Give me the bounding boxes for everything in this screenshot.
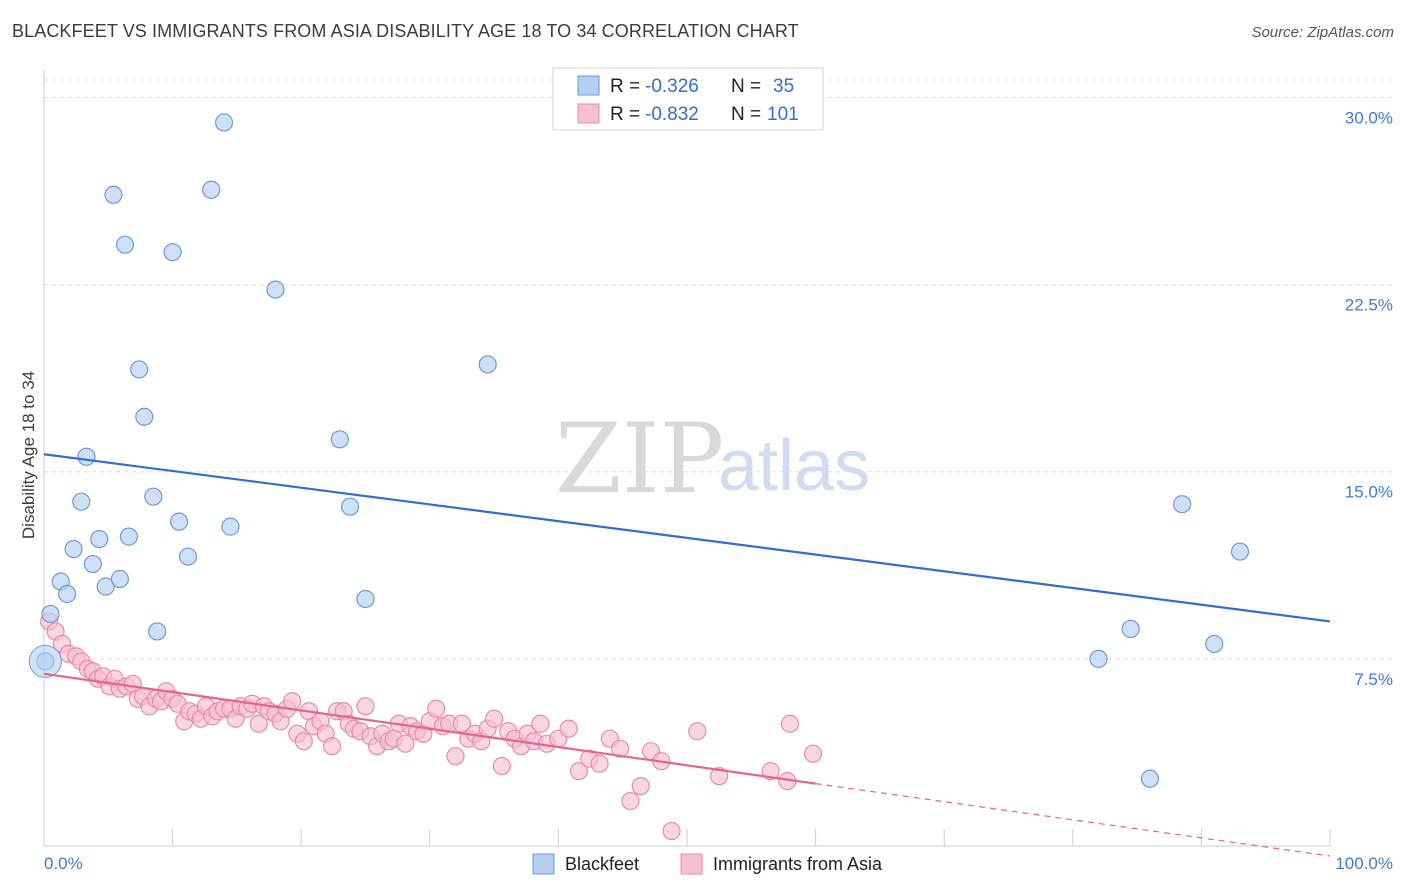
series-immigrants-from-asia bbox=[40, 612, 823, 841]
bottom-legend-swatch-asia bbox=[680, 853, 703, 875]
data-point bbox=[294, 732, 313, 751]
data-point bbox=[148, 622, 167, 641]
data-point bbox=[322, 737, 342, 756]
data-point bbox=[485, 709, 504, 728]
data-point bbox=[221, 517, 240, 536]
data-point bbox=[356, 589, 375, 609]
series-blackfeet bbox=[28, 113, 1250, 788]
data-point bbox=[119, 527, 138, 546]
data-point bbox=[761, 762, 780, 781]
y-tick-label: 22.5% bbox=[1345, 296, 1393, 315]
chart-title: BLACKFEET VS IMMIGRANTS FROM ASIA DISABI… bbox=[12, 21, 799, 41]
data-point bbox=[169, 512, 189, 531]
data-point bbox=[356, 697, 375, 716]
legend-r-value-asia: -0.832 bbox=[645, 104, 699, 125]
legend-n-label-blackfeet: N = bbox=[731, 76, 761, 97]
data-point bbox=[478, 355, 497, 374]
data-point bbox=[1089, 649, 1108, 668]
data-point bbox=[130, 360, 149, 379]
data-point bbox=[1121, 619, 1140, 639]
y-gridlines bbox=[44, 79, 1392, 660]
data-point bbox=[559, 719, 578, 738]
trend-line-asia-extension bbox=[815, 783, 1331, 857]
x-tick-label-max: 100.0% bbox=[1335, 854, 1393, 873]
watermark-atlas: atlas bbox=[718, 426, 870, 506]
legend-swatch-asia bbox=[577, 103, 600, 124]
data-point bbox=[144, 487, 163, 506]
data-point bbox=[77, 447, 96, 466]
legend-n-label-asia: N = bbox=[731, 104, 761, 125]
x-tick-label-min: 0.0% bbox=[44, 854, 83, 873]
trend-lines bbox=[43, 453, 1331, 857]
data-point bbox=[214, 113, 234, 132]
legend-swatch-blackfeet bbox=[577, 75, 600, 96]
legend-r-label-asia: R = bbox=[610, 104, 640, 125]
series-legend: Blackfeet Immigrants from Asia bbox=[532, 853, 883, 875]
data-point bbox=[83, 554, 102, 574]
data-point bbox=[446, 747, 465, 766]
data-point bbox=[64, 539, 83, 559]
data-point bbox=[688, 722, 707, 741]
stats-legend: R = -0.326 N = 35 R = -0.832 N = 101 bbox=[552, 67, 824, 131]
data-point bbox=[41, 604, 60, 624]
data-point bbox=[249, 714, 268, 733]
data-point bbox=[569, 762, 589, 781]
data-point bbox=[96, 577, 115, 596]
legend-r-value-blackfeet: -0.326 bbox=[645, 76, 699, 97]
data-point bbox=[492, 757, 511, 776]
y-tick-label: 15.0% bbox=[1345, 483, 1393, 502]
y-axis-title: Disability Age 18 to 34 bbox=[19, 371, 38, 539]
bottom-legend-label-blackfeet: Blackfeet bbox=[565, 854, 639, 874]
y-tick-label: 30.0% bbox=[1345, 108, 1393, 127]
data-point bbox=[621, 791, 640, 811]
data-point bbox=[803, 744, 823, 763]
x-axis-ticks bbox=[43, 829, 1331, 846]
data-point bbox=[590, 754, 609, 773]
data-point bbox=[1205, 634, 1224, 653]
y-tick-label: 7.5% bbox=[1354, 670, 1393, 689]
data-point bbox=[110, 569, 129, 589]
watermark-zip: ZIP bbox=[555, 403, 724, 515]
bottom-legend-swatch-blackfeet bbox=[532, 853, 555, 875]
data-point bbox=[104, 185, 123, 204]
data-point bbox=[611, 739, 630, 758]
data-point bbox=[427, 699, 446, 718]
data-point bbox=[631, 777, 650, 796]
data-point bbox=[163, 243, 182, 262]
data-point bbox=[72, 492, 91, 511]
data-point bbox=[1140, 769, 1160, 788]
data-point bbox=[178, 547, 198, 566]
legend-n-value-blackfeet: 35 bbox=[773, 76, 794, 97]
data-point bbox=[115, 235, 135, 254]
trend-line-asia bbox=[43, 672, 816, 785]
data-point bbox=[90, 530, 109, 549]
data-point bbox=[340, 497, 360, 516]
legend-n-value-asia: 101 bbox=[767, 104, 799, 125]
data-point bbox=[1230, 542, 1250, 561]
data-point bbox=[330, 430, 349, 449]
y-tick-labels: 7.5% 15.0% 22.5% 30.0% bbox=[1345, 108, 1393, 688]
data-point bbox=[202, 180, 221, 199]
data-point bbox=[710, 767, 729, 786]
trend-line-blackfeet bbox=[43, 453, 1331, 623]
watermark: ZIP atlas bbox=[555, 403, 870, 515]
data-point bbox=[58, 584, 77, 604]
data-point bbox=[135, 407, 154, 426]
legend-r-label-blackfeet: R = bbox=[610, 76, 640, 97]
data-point-large bbox=[28, 644, 62, 678]
source-credit: Source: ZipAtlas.com bbox=[1251, 24, 1394, 41]
bottom-legend-label-asia: Immigrants from Asia bbox=[713, 854, 883, 874]
data-point bbox=[266, 280, 285, 299]
data-point bbox=[662, 821, 681, 841]
data-point bbox=[780, 714, 799, 733]
data-point bbox=[1173, 495, 1192, 514]
data-point bbox=[396, 734, 415, 753]
data-point bbox=[531, 714, 550, 733]
